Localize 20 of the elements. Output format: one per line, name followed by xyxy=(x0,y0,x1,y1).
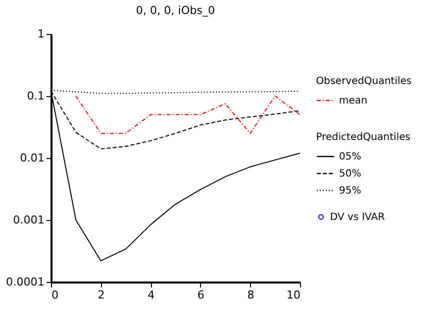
y-tick-label: 0.01 xyxy=(20,152,44,164)
chart-title: 0, 0, 0, iObs_0 xyxy=(136,4,215,17)
x-tick-label: 0 xyxy=(52,288,58,302)
legend-label: 95% xyxy=(339,186,362,196)
x-tick-label: 10 xyxy=(286,288,300,302)
y-tick-label: 0.1 xyxy=(27,90,44,102)
legend-label: mean xyxy=(339,96,368,106)
legend-label: 05% xyxy=(339,152,362,162)
x-tick-label: 4 xyxy=(148,288,155,302)
x-tick-label: 6 xyxy=(197,288,204,302)
y-tick-label: 0.001 xyxy=(13,214,44,226)
x-tick-label: 2 xyxy=(98,288,105,302)
line-series xyxy=(75,96,300,134)
legend-label: 50% xyxy=(339,168,362,180)
y-tick-label: 0.0001 xyxy=(6,276,44,288)
x-tick-label: 8 xyxy=(247,288,254,302)
legend-label: DV vs IVAR xyxy=(330,212,385,223)
legend-title: ObservedQuantiles xyxy=(316,76,412,87)
y-tick-label: 1 xyxy=(38,28,44,40)
text: PredictedQuantiles xyxy=(316,132,410,143)
